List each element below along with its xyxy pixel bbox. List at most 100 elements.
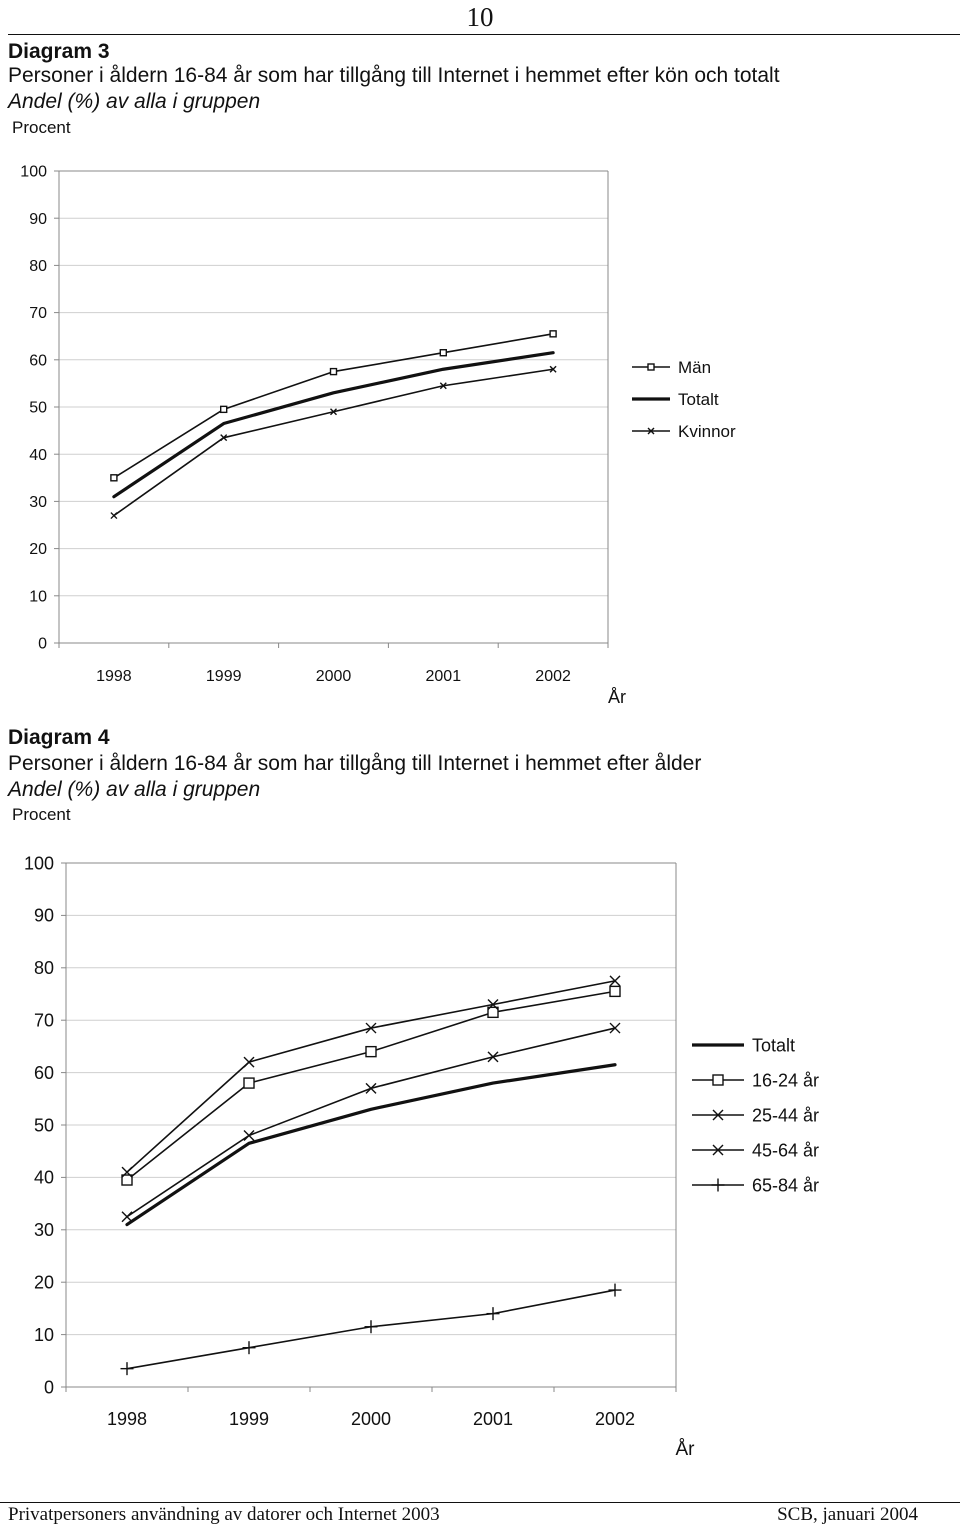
y-tick-label: 20	[29, 541, 47, 558]
x-tick-label: 2001	[426, 668, 462, 685]
chart1-plot: 0 10 20 30 40 50 60 70 80 90 100 1998 1999 2000 2001 20…	[20, 164, 736, 707]
data-point-45-64-år	[365, 1082, 377, 1094]
data-point-25-44-år	[365, 1022, 377, 1034]
legend-marker-16-24-år	[712, 1074, 724, 1086]
x-axis-label: År	[608, 687, 626, 707]
data-point-25-44-år	[609, 975, 621, 987]
legend-marker-kvinnor	[647, 427, 655, 435]
chart1-ylabel: Procent	[12, 118, 71, 137]
data-point-65-84-år	[486, 1307, 500, 1321]
x-tick-label: 2002	[595, 1409, 635, 1429]
footer-rule	[0, 1502, 960, 1503]
legend-marker-25-44-år	[712, 1109, 724, 1121]
series-line-män	[113, 333, 554, 479]
series-line-16-24-år	[126, 990, 616, 1181]
data-point-65-84-år	[608, 1283, 622, 1297]
y-tick-label: 10	[29, 588, 47, 605]
legend-marker-45-64-år-stroke-b	[712, 1144, 724, 1156]
data-point-25-44-år-stroke-b	[609, 975, 621, 987]
y-tick-label: 90	[29, 211, 47, 228]
data-point-16-24-år	[487, 1006, 499, 1019]
data-point-45-64-år	[243, 1129, 255, 1141]
x-tick-label: 1998	[107, 1409, 147, 1429]
y-tick-label: 70	[29, 305, 47, 322]
y-tick-label: 50	[29, 400, 47, 417]
data-point-25-44-år-stroke-b	[243, 1056, 255, 1068]
data-point-kvinnor-stroke-b	[110, 512, 118, 520]
chart2-plot: 0 10 20 30 40 50 60 70 80 90 100 1998 1999 2000 2001 20…	[24, 853, 819, 1460]
chart2-title: Diagram 4	[8, 726, 110, 749]
data-point-män	[219, 405, 228, 414]
legend-marker-män	[647, 363, 655, 371]
x-tick-label: 1999	[206, 668, 242, 685]
x-tick-label: 2002	[535, 668, 571, 685]
y-tick-label: 40	[29, 447, 47, 464]
x-tick-label: 1999	[229, 1409, 269, 1429]
data-point-45-64-år	[609, 1022, 621, 1034]
data-point-45-64-år	[121, 1211, 133, 1223]
y-tick-label: 30	[34, 1220, 54, 1240]
y-tick-label: 70	[34, 1011, 54, 1031]
data-point-16-24-år	[365, 1045, 377, 1058]
y-tick-label: 90	[34, 906, 54, 926]
y-tick-label: 0	[44, 1377, 54, 1397]
data-point-kvinnor	[549, 365, 557, 373]
y-tick-label: 60	[29, 352, 47, 369]
data-point-65-84-år	[120, 1362, 134, 1376]
data-point-45-64-år-stroke-b	[487, 1051, 499, 1063]
series-line-kvinnor	[113, 368, 554, 517]
legend-label-kvinnor: Kvinnor	[678, 422, 736, 441]
data-point-45-64-år-stroke-b	[243, 1129, 255, 1141]
footer-right-text: SCB, januari 2004	[777, 1504, 918, 1525]
chart1-unit-note: Andel (%) av alla i gruppen	[8, 90, 261, 113]
y-tick-label: 10	[34, 1325, 54, 1345]
data-point-25-44-år	[487, 998, 499, 1010]
data-point-kvinnor-stroke-b	[330, 408, 337, 416]
x-tick-label: 2000	[351, 1409, 391, 1429]
legend-label-65-84-år: 65-84 år	[752, 1175, 819, 1195]
legend-label-totalt: Totalt	[678, 390, 719, 409]
y-tick-label: 20	[34, 1273, 54, 1293]
data-point-25-44-år	[243, 1056, 255, 1068]
chart2-subtitle: Personer i åldern 16-84 år som har tillg…	[8, 752, 702, 775]
data-point-kvinnor-stroke-b	[549, 365, 557, 373]
data-point-25-44-år-stroke-b	[365, 1022, 377, 1034]
data-point-kvinnor	[110, 512, 118, 520]
x-tick-label: 2001	[473, 1409, 513, 1429]
legend-label-25-44-år: 25-44 år	[752, 1105, 819, 1125]
y-tick-label: 100	[20, 164, 47, 181]
chart2-ylabel: Procent	[12, 805, 71, 824]
legend-label-16-24-år: 16-24 år	[752, 1070, 819, 1090]
legend-marker-kvinnor-stroke-b	[647, 427, 655, 435]
legend-marker-25-44-år-stroke-b	[712, 1109, 724, 1121]
data-point-kvinnor	[220, 434, 228, 442]
y-tick-label: 0	[38, 636, 47, 653]
data-point-65-84-år	[242, 1341, 256, 1355]
data-point-16-24-år	[609, 985, 621, 998]
series-line-totalt	[112, 351, 555, 499]
legend-label-45-64-år: 45-64 år	[752, 1140, 819, 1160]
data-point-65-84-år	[364, 1320, 378, 1334]
data-point-45-64-år-stroke-b	[609, 1022, 621, 1034]
y-tick-label: 80	[29, 258, 47, 275]
data-point-45-64-år-stroke-b	[365, 1082, 377, 1094]
data-point-25-44-år	[121, 1166, 133, 1178]
data-point-45-64-år	[487, 1051, 499, 1063]
page-number: 10	[466, 2, 494, 32]
data-point-25-44-år-stroke-b	[121, 1166, 133, 1178]
data-point-kvinnor	[330, 408, 337, 416]
top-rule	[8, 34, 960, 35]
x-tick-label: 1998	[96, 668, 132, 685]
data-point-16-24-år	[243, 1077, 255, 1089]
footer-left-text: Privatpersoners användning av datorer oc…	[8, 1504, 440, 1525]
legend-label-män: Män	[678, 358, 711, 377]
data-point-män	[329, 367, 338, 376]
chart1-subtitle: Personer i åldern 16-84 år som har tillg…	[8, 64, 780, 87]
y-tick-label: 100	[24, 853, 54, 873]
data-point-45-64-år-stroke-b	[121, 1211, 133, 1223]
y-tick-label: 40	[34, 1168, 54, 1188]
chart2-unit-note: Andel (%) av alla i gruppen	[8, 778, 261, 801]
data-point-män	[549, 330, 557, 338]
x-axis-label: År	[676, 1439, 696, 1460]
legend-marker-45-64-år	[712, 1144, 724, 1156]
